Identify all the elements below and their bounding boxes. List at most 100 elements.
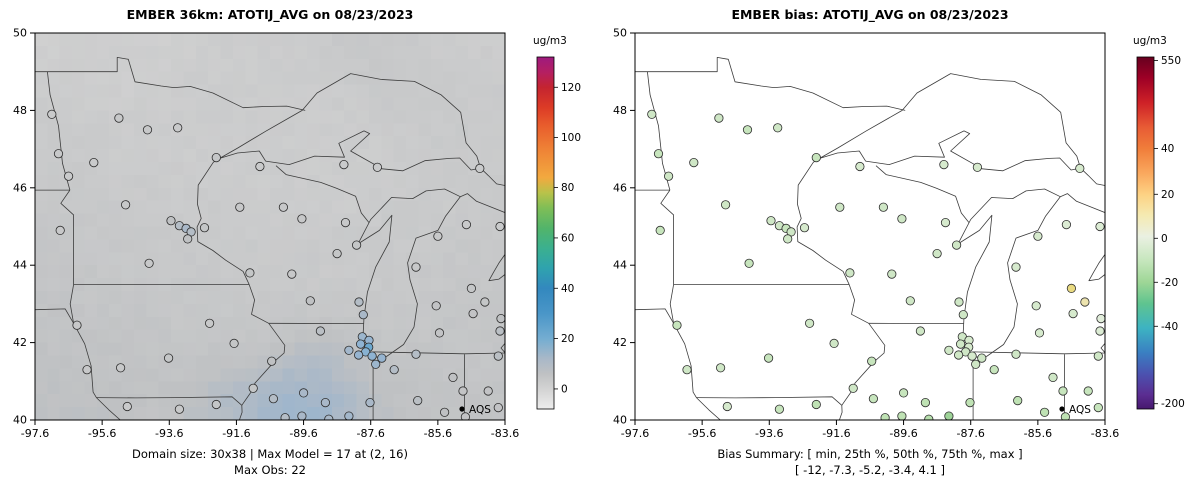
aqs-site-dot (1095, 221, 1105, 232)
aqs-site-dot (142, 125, 153, 135)
model-caption-maxobs: Max Obs: 22 (234, 463, 306, 477)
aqs-site-dot (353, 350, 364, 360)
aqs-site-dot (766, 216, 776, 226)
aqs-site-dot (811, 153, 821, 163)
aqs-site-dot (245, 268, 255, 278)
bias-panel-title: EMBER bias: ATOTIJ_AVG on 08/23/2023 (731, 7, 1009, 22)
aqs-site-dot (411, 262, 421, 272)
colorbar-tick-label: 120 (561, 82, 581, 94)
state-borders (635, 57, 1105, 420)
aqs-site-dot (121, 200, 131, 210)
model-panel-title: EMBER 36km: ATOTIJ_AVG on 08/23/2023 (126, 7, 414, 22)
y-tick-label: 44 (613, 259, 627, 272)
x-tick-label: -89.6 (889, 427, 917, 440)
aqs-site-dot (855, 161, 865, 172)
colorbar-tick-label: 40 (561, 283, 574, 295)
aqs-site-dot (1058, 386, 1068, 396)
aqs-site-dot (344, 411, 354, 420)
panel-bias: EMBER bias: ATOTIJ_AVG on 08/23/2023 AQS… (600, 0, 1200, 502)
aqs-site-dot (672, 320, 682, 330)
aqs-site-dot (1061, 220, 1071, 230)
aqs-site-dot (1033, 231, 1043, 241)
colorbar: ug/m3 120 100 80 60 40 20 0 (533, 35, 581, 410)
aqs-site-dot (1011, 349, 1021, 359)
aqs-site-dot (344, 345, 354, 355)
aqs-site-dot (1031, 301, 1041, 311)
aqs-site-dot (320, 397, 330, 408)
colorbar-tick-label: 20 (1161, 189, 1174, 201)
bias-caption-summary-values: [ -12, -7.3, -5.2, -3.4, 4.1 ] (795, 463, 945, 477)
aqs-site-dot (205, 318, 215, 328)
aqs-site-dot (944, 345, 954, 355)
aqs-site-dot (371, 359, 381, 369)
aqs-site-dot (199, 223, 210, 233)
aqs-site-dot (868, 394, 878, 404)
y-tick-label: 46 (13, 181, 27, 194)
aqs-points-layer (647, 109, 1105, 420)
aqs-site-dot (655, 225, 665, 235)
aqs-site-dot (466, 283, 476, 293)
aqs-site-dot (298, 388, 309, 398)
aqs-site-dot (434, 328, 445, 338)
x-tick-label: -83.6 (1091, 427, 1119, 440)
plot-frame (634, 32, 1106, 421)
aqs-site-dot (829, 338, 839, 348)
aqs-site-dot (367, 351, 377, 361)
aqs-site-dot (354, 297, 364, 307)
x-tick-label: -83.6 (491, 427, 519, 440)
aqs-site-dot (742, 125, 753, 135)
x-axis: -97.6 -95.6 -93.6 -91.6 -89.6 -87.6 -85.6 -83.6 (21, 420, 519, 440)
aqs-site-dot (1048, 372, 1058, 382)
x-tick-label: -85.6 (1024, 427, 1052, 440)
aqs-site-dot (483, 386, 493, 396)
aqs-legend-dot (459, 406, 465, 412)
aqs-site-dot (898, 388, 909, 398)
aqs-legend: AQS (1059, 404, 1091, 416)
aqs-site-dot (1093, 351, 1103, 361)
colorbar-tick-label: 60 (561, 232, 574, 244)
aqs-site-dot (365, 397, 375, 408)
state-borders (35, 57, 505, 420)
y-tick-label: 48 (613, 104, 627, 117)
aqs-site-dot (144, 258, 154, 268)
aqs-site-dot (211, 153, 221, 163)
y-axis: 40 42 44 46 48 50 (13, 27, 35, 427)
y-tick-label: 48 (13, 104, 27, 117)
aqs-site-dot (411, 349, 421, 359)
aqs-site-dot (372, 162, 382, 172)
model-caption-domain: Domain size: 30x38 | Max Model = 17 at (… (131, 447, 408, 461)
aqs-site-dot (340, 218, 351, 228)
x-tick-label: -97.6 (21, 427, 49, 440)
aqs-site-dot (940, 218, 951, 228)
aqs-site-dot (953, 350, 964, 360)
aqs-legend: AQS (459, 404, 491, 416)
aqs-site-dot (1083, 386, 1093, 396)
aqs-legend-label: AQS (469, 404, 491, 416)
aqs-site-dot (955, 339, 966, 349)
plot-frame (34, 32, 506, 421)
aqs-site-dot (468, 308, 478, 319)
aqs-site-dot (166, 216, 176, 226)
aqs-site-dot (164, 353, 174, 363)
aqs-site-dot (324, 414, 334, 420)
colorbar-tick-label: 0 (1161, 233, 1168, 245)
colorbar-tick-label: 80 (561, 182, 574, 194)
x-tick-label: -97.6 (621, 427, 649, 440)
aqs-site-dot (664, 171, 674, 181)
aqs-site-dot (122, 401, 132, 412)
y-tick-label: 42 (613, 336, 627, 349)
aqs-site-dot (72, 320, 82, 330)
aqs-site-dot (174, 404, 184, 414)
aqs-site-dot (972, 162, 982, 172)
aqs-site-dot (905, 296, 915, 306)
aqs-site-dot (496, 314, 505, 324)
aqs-site-dot (764, 353, 774, 363)
aqs-site-dot (183, 234, 193, 244)
aqs-site-dot (716, 363, 726, 373)
aqs-site-dot (958, 310, 968, 320)
y-tick-label: 50 (613, 27, 627, 40)
aqs-site-dot (773, 123, 783, 133)
aqs-site-dot (287, 269, 297, 279)
colorbar-tick-label: 40 (1161, 143, 1174, 155)
aqs-site-dot (967, 351, 977, 361)
